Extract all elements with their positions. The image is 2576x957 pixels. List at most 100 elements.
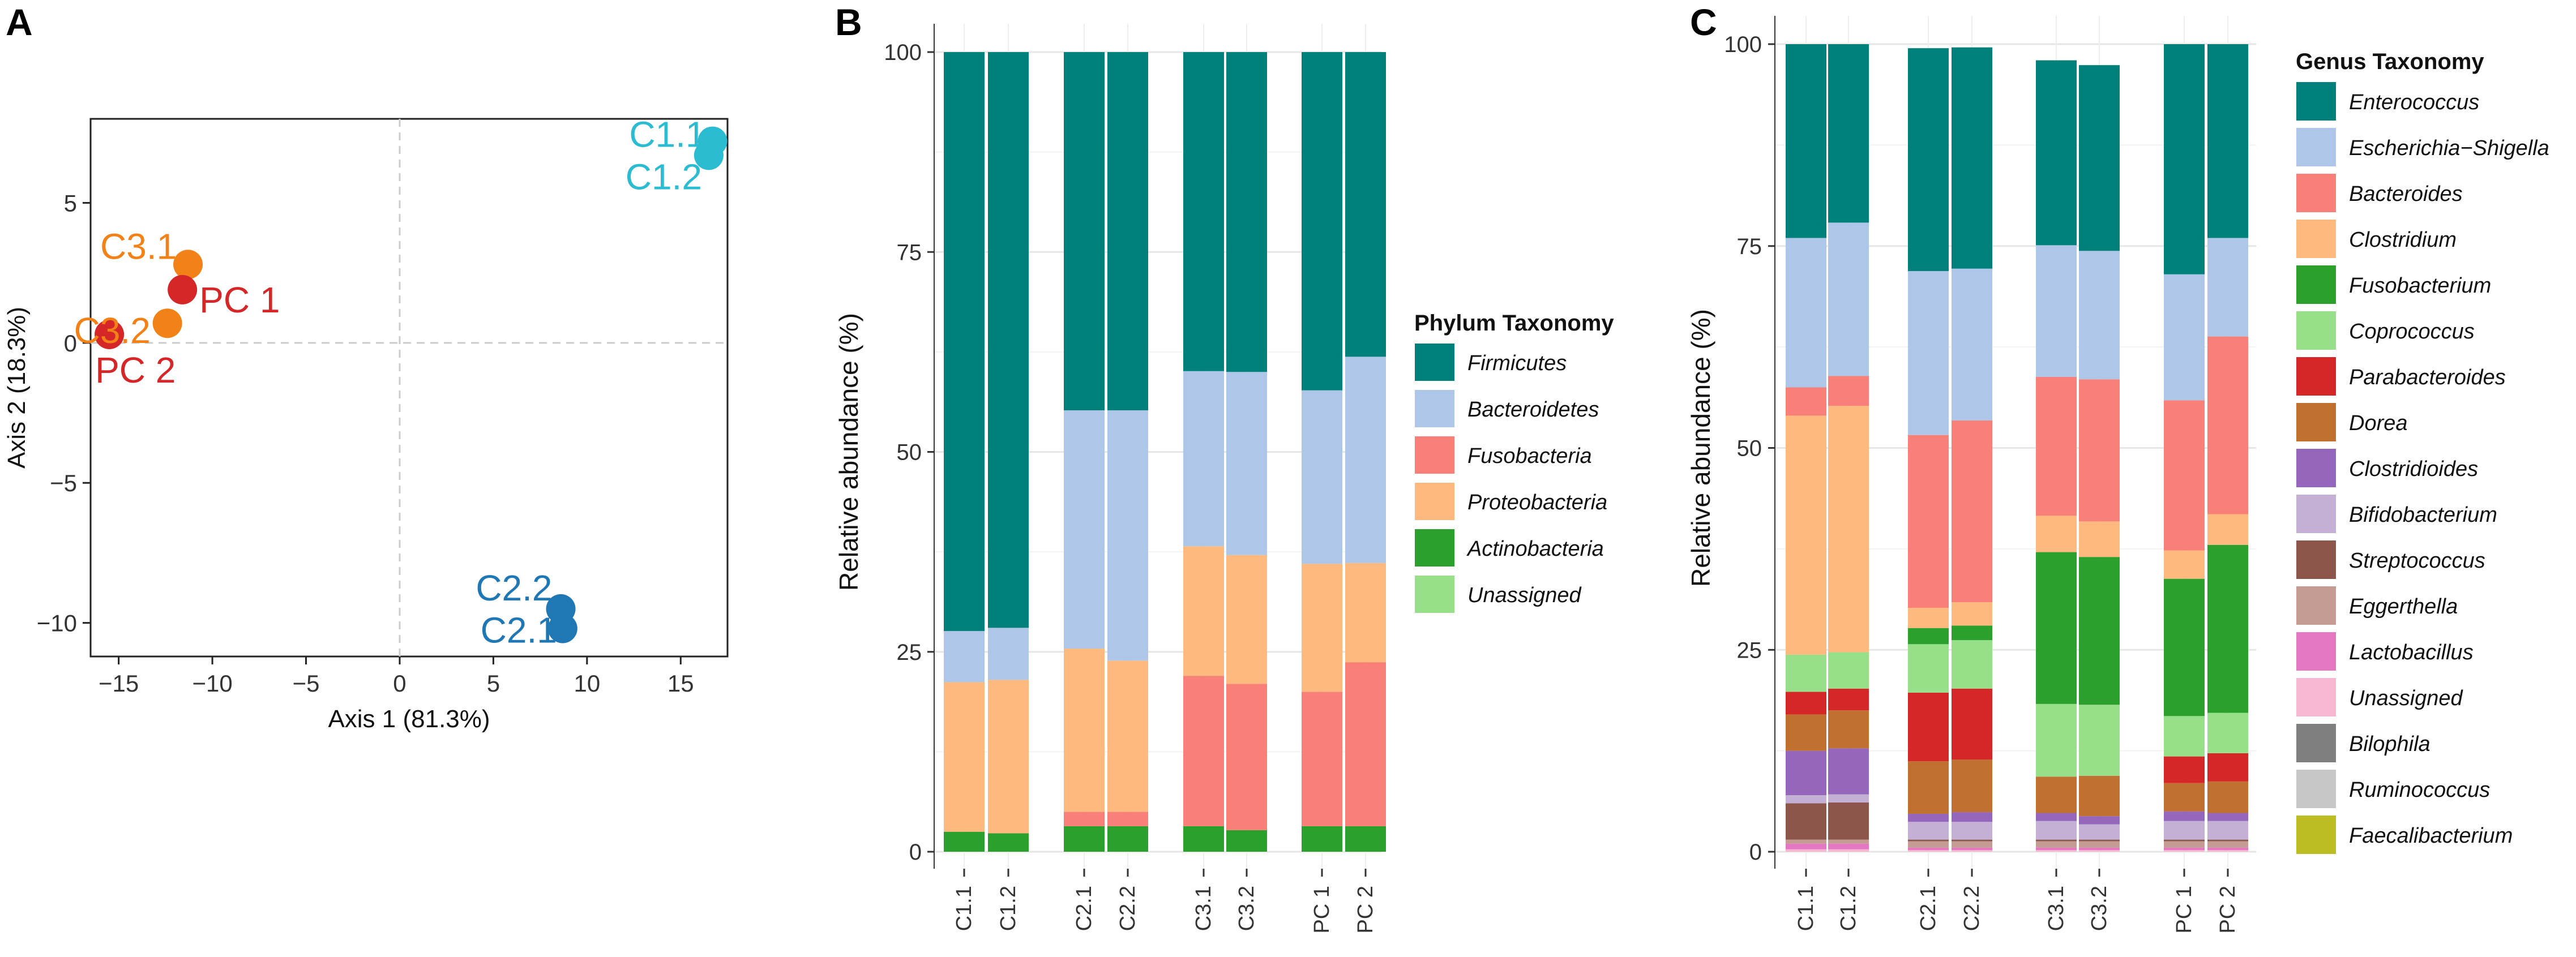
bar-segment-c3-2-firmicutes xyxy=(1226,52,1267,372)
bar-segment-pc-1-escherichia-shigella xyxy=(2164,274,2205,401)
bar-segment-c2-2-proteobacteria xyxy=(1107,660,1148,812)
y-tick-label: 0 xyxy=(909,840,922,865)
point-label-c2-2: C2.2 xyxy=(476,568,552,608)
x-tick-label: 5 xyxy=(487,670,500,697)
bar-segment-c3-1-enterococcus xyxy=(2036,60,2077,246)
bar-segment-pc-2-bifidobacterium xyxy=(2207,821,2248,840)
legend-entry-bacteroides: Bacteroides xyxy=(2349,182,2463,206)
x-tick-label-c3-1: C3.1 xyxy=(2044,886,2068,931)
x-tick-label-c1-1: C1.1 xyxy=(1794,886,1818,931)
bar-segment-c1-1-streptococcus xyxy=(1786,803,1826,840)
bar-segment-c2-2-eggerthella xyxy=(1952,841,1992,848)
bar-segment-c2-1-bacteroides xyxy=(1908,435,1949,608)
bar-segment-c3-1-dorea xyxy=(2036,776,2077,813)
scatter-point-c3-2 xyxy=(152,308,182,338)
legend-entry-bacteroidetes: Bacteroidetes xyxy=(1467,398,1599,422)
bar-segment-pc-1-enterococcus xyxy=(2164,44,2205,274)
bar-segment-c2-1-eggerthella xyxy=(1908,841,1949,848)
bar-segment-c1-1-actinobacteria xyxy=(944,831,985,852)
bar-segment-c2-2-clostridioides xyxy=(1952,812,1992,822)
x-tick-label-c1-1: C1.1 xyxy=(952,886,976,931)
legend-swatch-bacteroidetes xyxy=(1414,389,1456,428)
legend-entry-fusobacterium: Fusobacterium xyxy=(2349,274,2491,298)
bar-segment-c1-2-escherichia-shigella xyxy=(1828,222,1869,376)
x-tick-label-c2-2: C2.2 xyxy=(1960,886,1984,931)
bar-segment-c1-2-dorea xyxy=(1828,710,1869,749)
y-tick-label: 100 xyxy=(1724,32,1762,57)
bar-segment-c2-1-unassigned xyxy=(1908,850,1949,852)
bar-segment-pc-2-enterococcus xyxy=(2207,44,2248,238)
y-tick-label: 50 xyxy=(897,440,922,465)
legend-swatch-coprococcus xyxy=(2295,310,2337,351)
y-tick-label: 75 xyxy=(897,240,922,265)
bar-segment-c3-1-unassigned xyxy=(2036,850,2077,852)
bar-segment-c1-1-parabacteroides xyxy=(1786,692,1826,715)
legend-entry-lactobacillus: Lactobacillus xyxy=(2349,641,2474,664)
bar-segment-c3-1-bifidobacterium xyxy=(2036,821,2077,840)
bar-segment-c2-2-coprococcus xyxy=(1952,640,1992,689)
legend-swatch-eggerthella xyxy=(2295,585,2337,626)
bar-segment-c1-1-firmicutes xyxy=(944,52,985,632)
bar-segment-c1-2-bifidobacterium xyxy=(1828,794,1869,802)
bar-segment-pc-1-eggerthella xyxy=(2164,841,2205,848)
bar-segment-c2-2-fusobacterium xyxy=(1952,625,1992,641)
legend-swatch-bifidobacterium xyxy=(2295,493,2337,534)
bar-segment-pc-2-escherichia-shigella xyxy=(2207,238,2248,337)
bar-segment-c1-1-bacteroidetes xyxy=(944,631,985,683)
x-tick-label-c2-1: C2.1 xyxy=(1072,886,1096,931)
bar-segment-c1-2-firmicutes xyxy=(988,52,1029,628)
legend-swatch-unassigned xyxy=(2295,677,2337,718)
point-label-c3-1: C3.1 xyxy=(100,226,177,267)
bar-segment-c1-2-coprococcus xyxy=(1828,652,1869,689)
legend-swatch-faecalibacterium xyxy=(2295,814,2337,855)
x-tick-label-c2-2: C2.2 xyxy=(1116,886,1140,931)
bar-segment-c3-2-unassigned xyxy=(2079,850,2120,852)
bar-segment-c2-1-clostridium xyxy=(1908,608,1949,628)
y-tick-label: 0 xyxy=(1749,840,1762,865)
legend-swatch-clostridium xyxy=(2295,218,2337,259)
bar-segment-c2-2-unassigned xyxy=(1952,850,1992,852)
legend-swatch-dorea xyxy=(2295,402,2337,443)
bar-segment-pc-1-lactobacillus xyxy=(2164,847,2205,851)
bar-segment-c3-1-bacteroidetes xyxy=(1183,371,1224,547)
bar-segment-c1-2-bacteroides xyxy=(1828,376,1869,406)
bar-segment-c2-2-parabacteroides xyxy=(1952,688,1992,760)
bar-segment-c2-1-bifidobacterium xyxy=(1908,822,1949,840)
bar-segment-c3-2-actinobacteria xyxy=(1226,830,1267,852)
bar-segment-c3-1-clostridium xyxy=(2036,516,2077,552)
legend-entry-bifidobacterium: Bifidobacterium xyxy=(2349,503,2497,527)
legend-entry-clostridioides: Clostridioides xyxy=(2349,457,2478,481)
legend-swatch-fusobacterium xyxy=(2295,264,2337,305)
bar-segment-c1-2-eggerthella xyxy=(1828,839,1869,844)
bar-segment-c2-1-fusobacterium xyxy=(1908,628,1949,645)
bar-segment-c3-2-fusobacteria xyxy=(1226,684,1267,830)
panel-letter-b: B xyxy=(835,1,862,43)
bar-segment-c2-1-lactobacillus xyxy=(1908,847,1949,851)
y-tick-label: 5 xyxy=(64,190,77,216)
bar-segment-pc-2-coprococcus xyxy=(2207,713,2248,753)
legend-swatch-firmicutes xyxy=(1414,342,1456,382)
bar-segment-c3-2-eggerthella xyxy=(2079,841,2120,848)
bar-segment-c2-2-fusobacteria xyxy=(1107,812,1148,826)
legend-entry-eggerthella: Eggerthella xyxy=(2349,595,2458,619)
plot-frame xyxy=(89,118,729,658)
legend-entry-clostridium: Clostridium xyxy=(2349,228,2457,252)
point-label-c1-2: C1.2 xyxy=(626,156,702,197)
bar-segment-pc-2-fusobacterium xyxy=(2207,544,2248,713)
legend-swatch-escherichia-shigella xyxy=(2295,127,2337,168)
legend-entry-firmicutes: Firmicutes xyxy=(1467,351,1567,375)
bar-segment-c2-2-bacteroides xyxy=(1952,420,1992,603)
x-tick-label: −10 xyxy=(192,670,232,697)
y-tick-label: −10 xyxy=(37,610,77,637)
point-label-c1-1: C1.1 xyxy=(629,114,705,155)
bar-segment-c1-2-unassigned xyxy=(1828,849,1869,852)
legend-entry-coprococcus: Coprococcus xyxy=(2349,320,2475,344)
legend-entry-unassigned: Unassigned xyxy=(1467,583,1582,607)
x-tick-label-pc-1: PC 1 xyxy=(1310,886,1334,933)
legend-swatch-streptococcus xyxy=(2295,539,2337,580)
point-label-c3-2: C3.2 xyxy=(74,310,151,351)
bar-segment-c3-2-dorea xyxy=(2079,775,2120,817)
y-tick-label: 75 xyxy=(1737,234,1762,259)
x-tick-label: 0 xyxy=(393,670,406,697)
legend-title: Genus Taxonomy xyxy=(2296,49,2484,74)
